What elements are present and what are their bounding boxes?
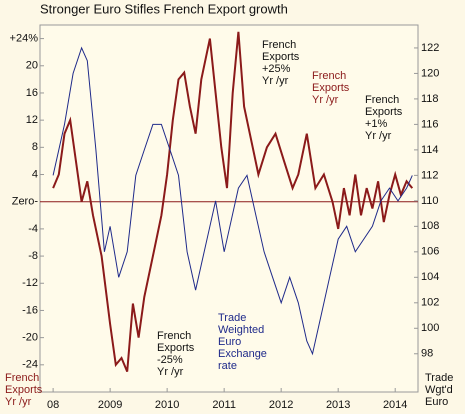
x-tick-label: 2012 [269, 399, 293, 411]
annotation: French Exports Yr /yr [312, 70, 350, 106]
y2-tick-label: 102 [421, 297, 439, 309]
x-tick-label: 08 [47, 399, 59, 411]
series-line [52, 31, 414, 372]
y-tick-label: -16 [22, 304, 38, 316]
x-tick-label: 2009 [98, 399, 122, 411]
y2-tick-label: 120 [421, 67, 439, 79]
plot-area [39, 24, 419, 393]
y-tick-label: -12 [22, 277, 38, 289]
y2-tick-label: 98 [421, 348, 433, 360]
y2-tick-label: 116 [421, 118, 439, 130]
annotation: French Exports +25% Yr /yr [262, 39, 300, 87]
chart-title: Stronger Euro Stifles French Export grow… [40, 1, 288, 16]
y2-tick-label: 110 [421, 195, 439, 207]
y-tick-label: -24 [22, 359, 38, 371]
y-tick-label: 12 [26, 114, 38, 126]
x-tick-label: 2013 [326, 399, 350, 411]
x-tick-label: 2014 [383, 399, 407, 411]
series-label: French Exports Yr /yr [5, 372, 43, 408]
y-tick-label: -4 [28, 223, 38, 235]
y2-tick-label: 106 [421, 246, 439, 258]
x-tick-label: 2011 [212, 399, 236, 411]
series-line [52, 46, 413, 356]
y-tick-label: Zero- [12, 196, 39, 208]
y-tick-label: 20 [26, 60, 38, 72]
y2-tick-label: 104 [421, 271, 439, 283]
y2-tick-label: 122 [421, 42, 439, 54]
y2-tick-label: 118 [421, 93, 439, 105]
y-tick-label: -20 [22, 332, 38, 344]
y-tick-label: 4 [32, 168, 38, 180]
y-tick-label: 16 [26, 87, 38, 99]
annotation: Trade Weighted Euro Exchange rate [218, 312, 267, 372]
annotation: French Exports -25% Yr /yr [157, 330, 195, 378]
y-tick-label: +24% [10, 32, 39, 44]
series-label: Trade Wgt'd Euro [425, 372, 454, 408]
y2-tick-label: 100 [421, 322, 439, 334]
y-tick-label: 8 [32, 141, 38, 153]
y2-tick-label: 114 [421, 144, 439, 156]
x-tick-label: 2010 [155, 399, 179, 411]
y2-tick-label: 108 [421, 220, 439, 232]
annotation: French Exports +1% Yr /yr [365, 94, 403, 142]
y-tick-label: -8 [28, 250, 38, 262]
y2-tick-label: 112 [421, 169, 439, 181]
